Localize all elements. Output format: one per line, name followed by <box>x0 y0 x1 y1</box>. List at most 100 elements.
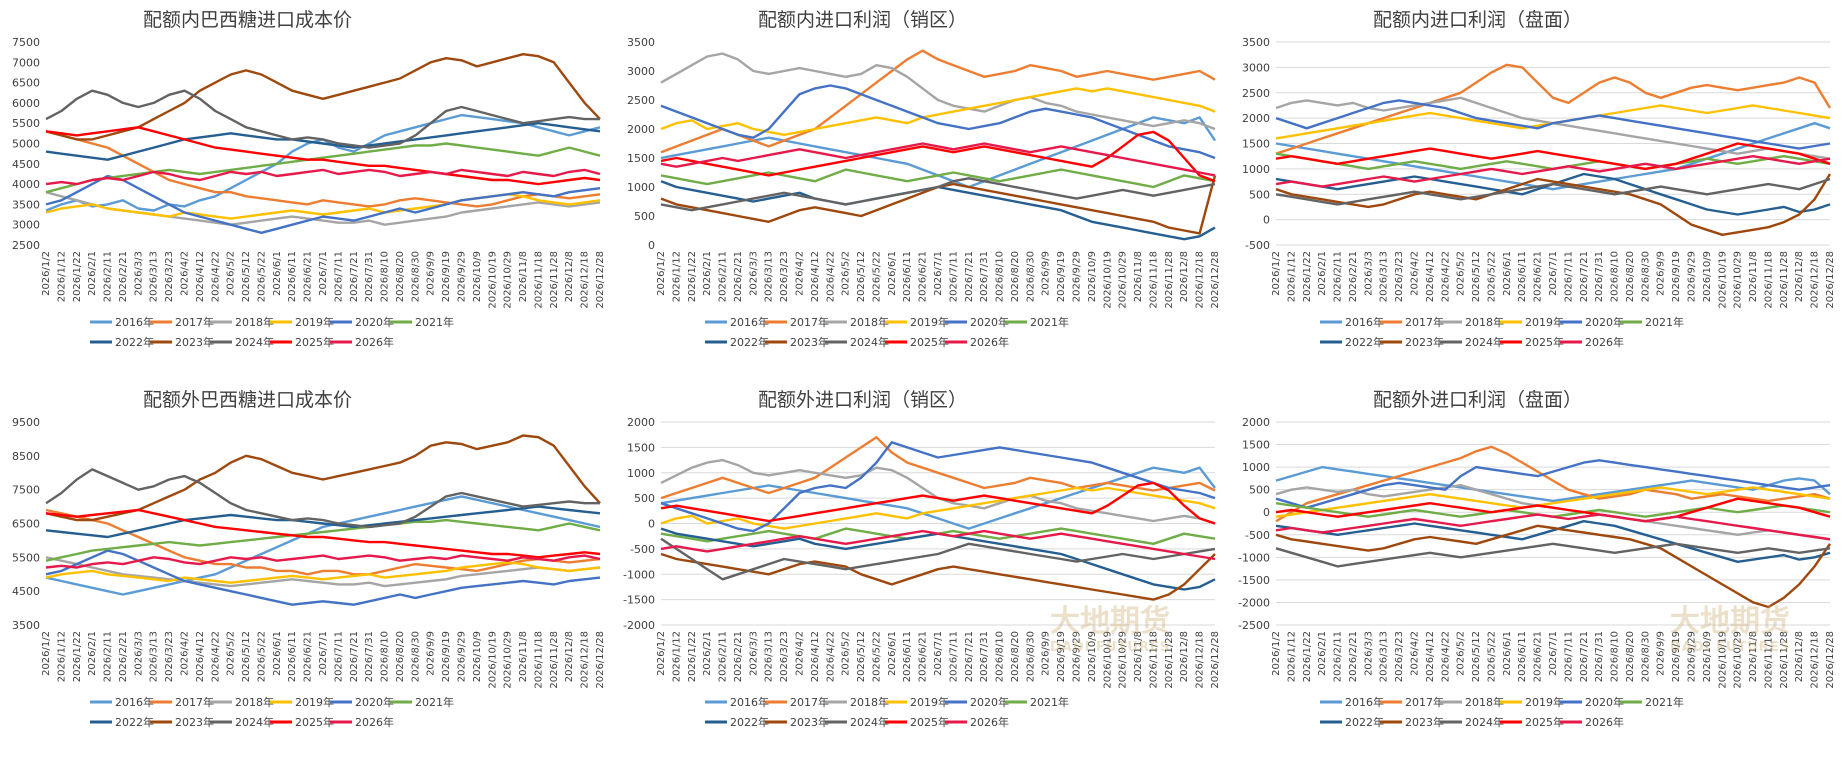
series-line-2026年 <box>1275 513 1831 541</box>
x-tick-label: 2026/8/30 <box>410 631 421 682</box>
series-line-2025年 <box>660 481 1216 525</box>
series-line-2020年 <box>660 441 1216 533</box>
x-tick-label: 2026/8/20 <box>395 251 406 302</box>
chart-svg: 配额外进口利润（销区） -2000 -1500 -1000 -500 0 500 1000 15… <box>623 389 1221 729</box>
chart-svg: 配额内进口利润（盘面） -500 0 500 1000 1500 2000 2500 3000 3… <box>1242 9 1836 349</box>
legend-label: 2016年 <box>730 695 769 709</box>
legend-label: 2020年 <box>1585 315 1624 329</box>
x-tick-label: 2026/9/19 <box>441 251 452 302</box>
x-tick-label: 2026/2/11 <box>718 631 729 682</box>
x-tick-label: 2026/6/1 <box>272 251 283 296</box>
legend-label: 2019年 <box>1525 315 1564 329</box>
x-tick-label: 2026/6/11 <box>287 631 298 682</box>
series-line-2019年 <box>660 486 1216 530</box>
series-line-2020年 <box>1275 459 1831 509</box>
series-line-2025年 <box>45 126 601 186</box>
series-line-2018年 <box>45 556 601 588</box>
legend-label: 2016年 <box>115 695 154 709</box>
legend-label: 2016年 <box>1345 315 1384 329</box>
x-tick-label: 2026/9/19 <box>441 631 452 682</box>
x-tick-label: 2026/6/1 <box>887 251 898 296</box>
chart-panel-1: 配额内巴西糖进口成本价 2500 3000 3500 4000 4500 5000 5500 6… <box>0 0 615 380</box>
series-line-2019年 <box>660 87 1216 137</box>
legend-label: 2016年 <box>730 315 769 329</box>
y-tick-label: -500 <box>630 543 655 556</box>
x-tick-label: 2026/10/9 <box>1702 251 1713 302</box>
x-tick-label: 2026/4/12 <box>1425 251 1436 302</box>
x-tick-label: 2026/9/29 <box>457 631 468 682</box>
x-tick-label: 2026/1/22 <box>687 631 698 682</box>
x-tick-label: 2026/2/11 <box>1333 251 1344 302</box>
x-tick-label: 2026/10/19 <box>1102 251 1113 309</box>
y-tick-label: 6500 <box>12 77 40 90</box>
x-tick-label: 2026/7/1 <box>318 251 329 296</box>
x-tick-label: 2026/10/9 <box>472 631 483 682</box>
x-tick-label: 2026/4/2 <box>180 631 191 676</box>
x-tick-label: 2026/10/19 <box>1717 251 1728 309</box>
x-tick-label: 2026/8/20 <box>1625 251 1636 302</box>
chart-svg: 配额内进口利润（销区） 0 500 1000 1500 2000 2500 3000 3500 2… <box>627 9 1221 349</box>
x-tick-label: 2026/10/9 <box>1702 631 1713 682</box>
legend-label: 2017年 <box>1405 315 1444 329</box>
legend-label: 2018年 <box>1465 695 1504 709</box>
x-tick-label: 2026/1/22 <box>687 251 698 302</box>
chart-title: 配额外进口利润（盘面） <box>1373 389 1582 411</box>
y-tick-label: 2000 <box>1242 112 1270 125</box>
x-tick-label: 2026/9/29 <box>1687 631 1698 682</box>
x-tick-label: 2026/4/22 <box>1440 251 1451 302</box>
y-tick-label: 3000 <box>12 219 40 232</box>
y-tick-label: -1000 <box>623 568 655 581</box>
x-tick-label: 2026/1/12 <box>1286 631 1297 682</box>
legend-label: 2023年 <box>1405 335 1444 349</box>
y-tick-label: 1500 <box>1242 439 1270 452</box>
y-tick-label: 1000 <box>627 467 655 480</box>
y-tick-label: 8500 <box>12 450 40 463</box>
x-tick-label: 2026/9/19 <box>1056 251 1067 302</box>
x-tick-label: 2026/1/2 <box>1271 631 1282 676</box>
x-tick-label: 2026/8/20 <box>1010 251 1021 302</box>
series-line-2023年 <box>1275 173 1832 237</box>
x-tick-label: 2026/12/8 <box>564 251 575 302</box>
x-tick-label: 2026/7/1 <box>933 631 944 676</box>
x-tick-label: 2026/8/10 <box>380 251 391 302</box>
x-tick-label: 2026/9/29 <box>1072 631 1083 682</box>
x-tick-label: 2026/3/13 <box>1379 631 1390 682</box>
x-tick-label: 2026/7/11 <box>948 631 959 682</box>
x-tick-label: 2026/2/21 <box>118 251 129 302</box>
x-tick-label: 2026/6/11 <box>902 631 913 682</box>
chart-title: 配额内进口利润（销区） <box>758 9 967 31</box>
y-tick-label: 9500 <box>12 416 40 429</box>
y-tick-label: -2500 <box>1238 619 1270 632</box>
x-tick-label: 2026/11/8 <box>518 251 529 302</box>
x-tick-label: 2026/5/2 <box>1456 251 1467 296</box>
x-tick-label: 2026/2/21 <box>1348 251 1359 302</box>
x-tick-label: 2026/3/3 <box>133 251 144 296</box>
x-tick-label: 2026/3/13 <box>1379 251 1390 302</box>
x-tick-label: 2026/1/2 <box>656 631 667 676</box>
x-tick-label: 2026/11/8 <box>1748 631 1759 682</box>
legend-label: 2020年 <box>355 315 394 329</box>
x-tick-label: 2026/12/8 <box>1179 631 1190 682</box>
legend-label: 2018年 <box>1465 315 1504 329</box>
x-tick-label: 2026/6/21 <box>918 631 929 682</box>
x-tick-label: 2026/2/21 <box>733 251 744 302</box>
series-line-2022年 <box>45 505 601 539</box>
x-tick-label: 2026/11/8 <box>1133 631 1144 682</box>
x-tick-label: 2026/4/2 <box>180 251 191 296</box>
x-tick-label: 2026/9/19 <box>1671 251 1682 302</box>
legend-label: 2026年 <box>1585 335 1624 349</box>
x-tick-label: 2026/2/1 <box>87 251 98 296</box>
x-tick-label: 2026/7/1 <box>933 251 944 296</box>
y-tick-label: 5000 <box>12 138 40 151</box>
x-tick-label: 2026/8/10 <box>380 631 391 682</box>
x-tick-label: 2026/4/12 <box>1425 631 1436 682</box>
y-tick-label: 0 <box>1263 506 1270 519</box>
chart-panel-5: 配额外进口利润（销区） -2000 -1500 -1000 -500 0 500 1000 15… <box>615 380 1230 760</box>
x-tick-label: 2026/4/22 <box>825 631 836 682</box>
x-tick-label: 2026/12/28 <box>1825 251 1836 309</box>
x-tick-label: 2026/2/11 <box>718 251 729 302</box>
legend-label: 2026年 <box>970 335 1009 349</box>
x-tick-label: 2026/6/11 <box>1517 251 1528 302</box>
x-tick-label: 2026/10/29 <box>503 251 514 309</box>
x-tick-label: 2026/8/20 <box>395 631 406 682</box>
